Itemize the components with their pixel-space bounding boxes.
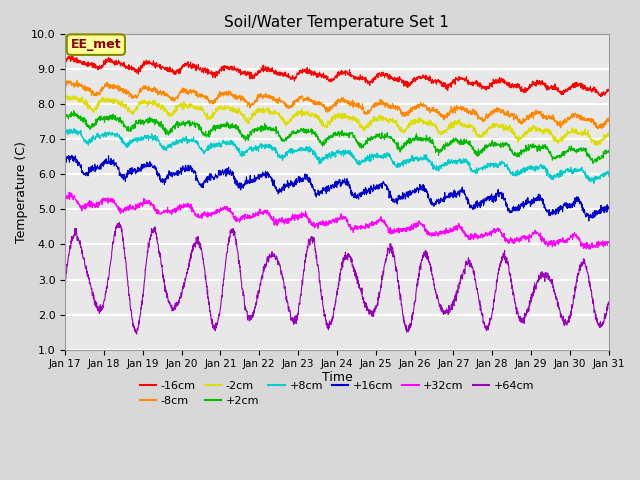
+2cm (61, 112, 69, 118)
+16cm (68, 153, 76, 158)
Line: +32cm: +32cm (65, 192, 609, 249)
-8cm (605, 115, 612, 121)
+32cm (65, 189, 73, 195)
-2cm (61, 92, 69, 98)
-16cm (367, 79, 374, 84)
Legend: -16cm, -8cm, -2cm, +2cm, +8cm, +16cm, +32cm, +64cm: -16cm, -8cm, -2cm, +2cm, +8cm, +16cm, +3… (135, 376, 539, 410)
-8cm (605, 117, 612, 122)
Line: +64cm: +64cm (65, 223, 609, 334)
-2cm (470, 129, 477, 134)
+16cm (367, 186, 374, 192)
-2cm (310, 111, 317, 117)
+64cm (115, 220, 123, 226)
-2cm (605, 132, 612, 138)
+64cm (555, 306, 563, 312)
-8cm (61, 80, 69, 85)
+8cm (539, 166, 547, 172)
Line: -2cm: -2cm (65, 95, 609, 145)
-2cm (367, 122, 374, 128)
+64cm (310, 237, 317, 242)
+8cm (590, 180, 598, 186)
+8cm (605, 173, 612, 179)
+16cm (61, 154, 69, 159)
+32cm (605, 240, 612, 245)
Y-axis label: Temperature (C): Temperature (C) (15, 141, 28, 243)
+2cm (555, 154, 563, 160)
-16cm (539, 82, 547, 88)
+16cm (539, 196, 547, 202)
-2cm (605, 132, 612, 138)
-8cm (367, 108, 374, 113)
-16cm (555, 87, 563, 93)
-16cm (310, 72, 317, 78)
-16cm (597, 94, 605, 99)
+64cm (605, 299, 612, 305)
-8cm (73, 78, 81, 84)
+8cm (61, 129, 69, 135)
+2cm (367, 135, 374, 141)
Text: EE_met: EE_met (70, 38, 121, 51)
+32cm (367, 221, 374, 227)
-16cm (61, 57, 69, 62)
-8cm (594, 126, 602, 132)
+2cm (539, 142, 547, 148)
+8cm (367, 153, 374, 159)
+64cm (132, 331, 140, 337)
+32cm (470, 233, 477, 239)
Line: +16cm: +16cm (65, 156, 609, 221)
+2cm (470, 144, 477, 150)
+32cm (605, 239, 612, 245)
+2cm (589, 160, 596, 166)
+16cm (605, 205, 612, 211)
Line: +2cm: +2cm (65, 111, 609, 163)
+2cm (605, 149, 612, 155)
+16cm (470, 205, 477, 211)
-2cm (63, 92, 70, 98)
+64cm (61, 283, 69, 288)
+16cm (585, 218, 593, 224)
-8cm (539, 113, 547, 119)
-2cm (594, 143, 602, 148)
-2cm (555, 139, 563, 145)
+8cm (555, 173, 563, 179)
+64cm (470, 268, 477, 274)
+32cm (310, 219, 317, 225)
+64cm (605, 299, 612, 305)
Line: -16cm: -16cm (65, 55, 609, 96)
+8cm (70, 126, 78, 132)
+2cm (605, 148, 612, 154)
+8cm (605, 171, 612, 177)
-16cm (470, 83, 477, 88)
+2cm (310, 130, 317, 135)
+64cm (367, 308, 375, 313)
+8cm (470, 168, 477, 173)
+16cm (605, 205, 612, 211)
+8cm (310, 150, 317, 156)
+2cm (70, 108, 77, 114)
X-axis label: Time: Time (321, 371, 352, 384)
-16cm (605, 88, 612, 94)
Line: -8cm: -8cm (65, 81, 609, 129)
-16cm (68, 52, 76, 58)
-8cm (310, 98, 317, 104)
+64cm (540, 271, 547, 277)
+16cm (555, 206, 563, 212)
+32cm (555, 242, 563, 248)
+32cm (586, 246, 594, 252)
-2cm (539, 129, 547, 135)
Line: +8cm: +8cm (65, 129, 609, 183)
-8cm (470, 107, 477, 113)
Title: Soil/Water Temperature Set 1: Soil/Water Temperature Set 1 (225, 15, 449, 30)
+32cm (61, 194, 69, 200)
-8cm (555, 122, 563, 128)
+16cm (310, 186, 317, 192)
-16cm (605, 87, 612, 93)
+32cm (539, 238, 547, 243)
